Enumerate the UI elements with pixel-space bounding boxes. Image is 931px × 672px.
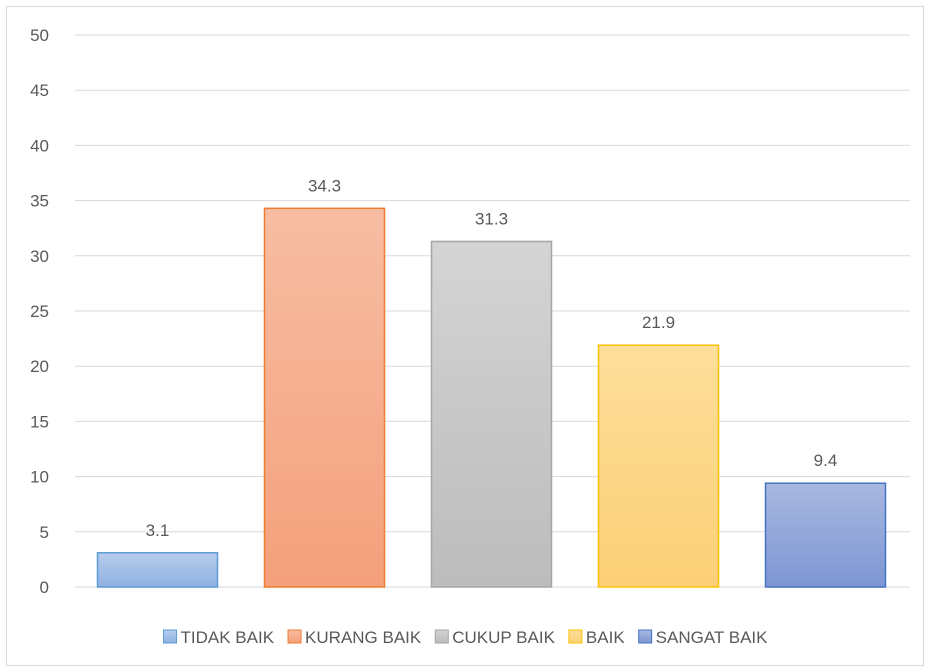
y-tick-label: 40 xyxy=(30,136,49,155)
y-axis-ticks: 0 5 10 15 20 25 30 35 40 45 50 xyxy=(30,26,49,597)
y-tick-label: 10 xyxy=(30,468,49,487)
bar xyxy=(430,240,553,588)
legend-label: KURANG BAIK xyxy=(305,628,422,647)
y-tick-label: 45 xyxy=(30,81,49,100)
legend: TIDAK BAIK KURANG BAIK CUKUP BAIK BAIK SANGA… xyxy=(163,628,768,647)
data-label: 21.9 xyxy=(642,313,675,332)
data-labels: 3.1 34.3 31.3 21.9 9.4 xyxy=(146,176,838,539)
y-tick-label: 50 xyxy=(30,26,49,45)
bar xyxy=(764,482,887,588)
bar xyxy=(597,344,720,588)
legend-swatch xyxy=(568,629,583,644)
legend-label: BAIK xyxy=(586,628,625,647)
bar xyxy=(96,552,219,588)
legend-swatch xyxy=(287,629,302,644)
legend-swatch xyxy=(434,629,449,644)
y-tick-label: 5 xyxy=(40,523,49,542)
y-tick-label: 15 xyxy=(30,412,49,431)
y-tick-label: 35 xyxy=(30,192,49,211)
legend-swatch xyxy=(638,629,653,644)
legend-label: TIDAK BAIK xyxy=(181,628,275,647)
y-tick-label: 0 xyxy=(40,578,49,597)
bars xyxy=(96,207,887,588)
legend-label: CUKUP BAIK xyxy=(452,628,555,647)
data-label: 31.3 xyxy=(475,209,508,228)
y-tick-label: 25 xyxy=(30,302,49,321)
y-tick-label: 20 xyxy=(30,357,49,376)
bar xyxy=(263,207,386,588)
legend-swatch xyxy=(163,629,178,644)
data-label: 3.1 xyxy=(146,521,170,540)
data-label: 9.4 xyxy=(814,451,838,470)
legend-label: SANGAT BAIK xyxy=(656,628,768,647)
data-label: 34.3 xyxy=(308,176,341,195)
y-tick-label: 30 xyxy=(30,247,49,266)
